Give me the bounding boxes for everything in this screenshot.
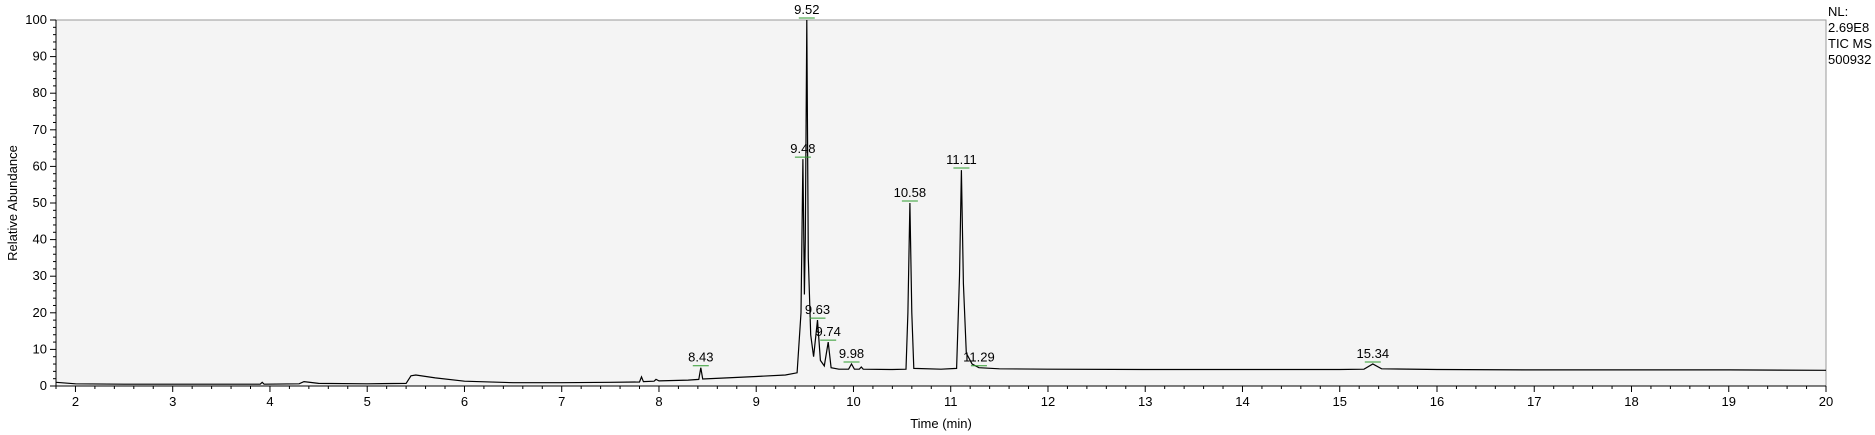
tic-trace-line <box>55 19 1827 385</box>
x-tick-label: 2 <box>72 394 79 409</box>
peak-label: 9.63 <box>805 302 830 317</box>
x-tick-label: 13 <box>1138 394 1152 409</box>
info-nl-label: NL: <box>1828 4 1848 19</box>
x-tick-label: 12 <box>1041 394 1055 409</box>
y-axis-title: Relative Abundance <box>5 145 20 261</box>
y-axis-ticks: 0 10 20 30 40 50 60 70 80 90 100 <box>25 12 56 393</box>
y-tick-label: 70 <box>33 122 47 137</box>
x-tick-label: 3 <box>169 394 176 409</box>
x-tick-label: 8 <box>655 394 662 409</box>
info-scan-type: TIC MS <box>1828 36 1872 51</box>
y-tick-label: 90 <box>33 49 47 64</box>
x-tick-label: 9 <box>753 394 760 409</box>
x-tick-label: 14 <box>1235 394 1249 409</box>
y-tick-label: 60 <box>33 158 47 173</box>
y-tick-label: 40 <box>33 232 47 247</box>
y-tick-label: 100 <box>25 12 47 27</box>
y-tick-label: 10 <box>33 341 47 356</box>
x-tick-label: 15 <box>1333 394 1347 409</box>
y-tick-label: 20 <box>33 305 47 320</box>
x-tick-label: 4 <box>266 394 273 409</box>
peak-label: 9.48 <box>790 141 815 156</box>
y-tick-label: 80 <box>33 85 47 100</box>
x-tick-label: 6 <box>461 394 468 409</box>
x-tick-label: 17 <box>1527 394 1541 409</box>
peak-label: 9.98 <box>839 346 864 361</box>
scan-info-block: NL: 2.69E8 TIC MS 500932 <box>1828 4 1872 67</box>
x-axis-title: Time (min) <box>910 416 972 431</box>
peak-label: 15.34 <box>1357 346 1390 361</box>
y-tick-label: 50 <box>33 195 47 210</box>
x-tick-label: 16 <box>1430 394 1444 409</box>
plot-area <box>55 19 1827 387</box>
info-file-id: 500932 <box>1828 52 1871 67</box>
peak-labels: 8.43 9.48 9.52 9.63 9.74 9.98 10.58 11.11 11.29 1… <box>688 2 1389 365</box>
x-tick-label: 19 <box>1722 394 1736 409</box>
peak-label: 8.43 <box>688 350 713 365</box>
x-tick-label: 20 <box>1819 394 1833 409</box>
y-tick-label: 30 <box>33 268 47 283</box>
x-axis-ticks: 2 3 4 5 6 7 8 9 10 11 12 13 14 15 16 17 18 19 20 <box>55 386 1833 409</box>
peak-label: 11.29 <box>963 350 995 365</box>
x-tick-label: 18 <box>1624 394 1638 409</box>
peak-label-markers <box>692 17 1381 367</box>
peak-label: 11.11 <box>946 152 977 167</box>
info-nl-value: 2.69E8 <box>1828 20 1869 35</box>
x-tick-label: 10 <box>846 394 860 409</box>
x-tick-label: 5 <box>364 394 371 409</box>
y-tick-label: 0 <box>40 378 47 393</box>
peak-label: 10.58 <box>894 185 927 200</box>
peak-label: 9.74 <box>816 324 841 339</box>
x-tick-label: 11 <box>944 394 958 409</box>
x-tick-label: 7 <box>558 394 565 409</box>
peak-label: 9.52 <box>794 2 819 17</box>
